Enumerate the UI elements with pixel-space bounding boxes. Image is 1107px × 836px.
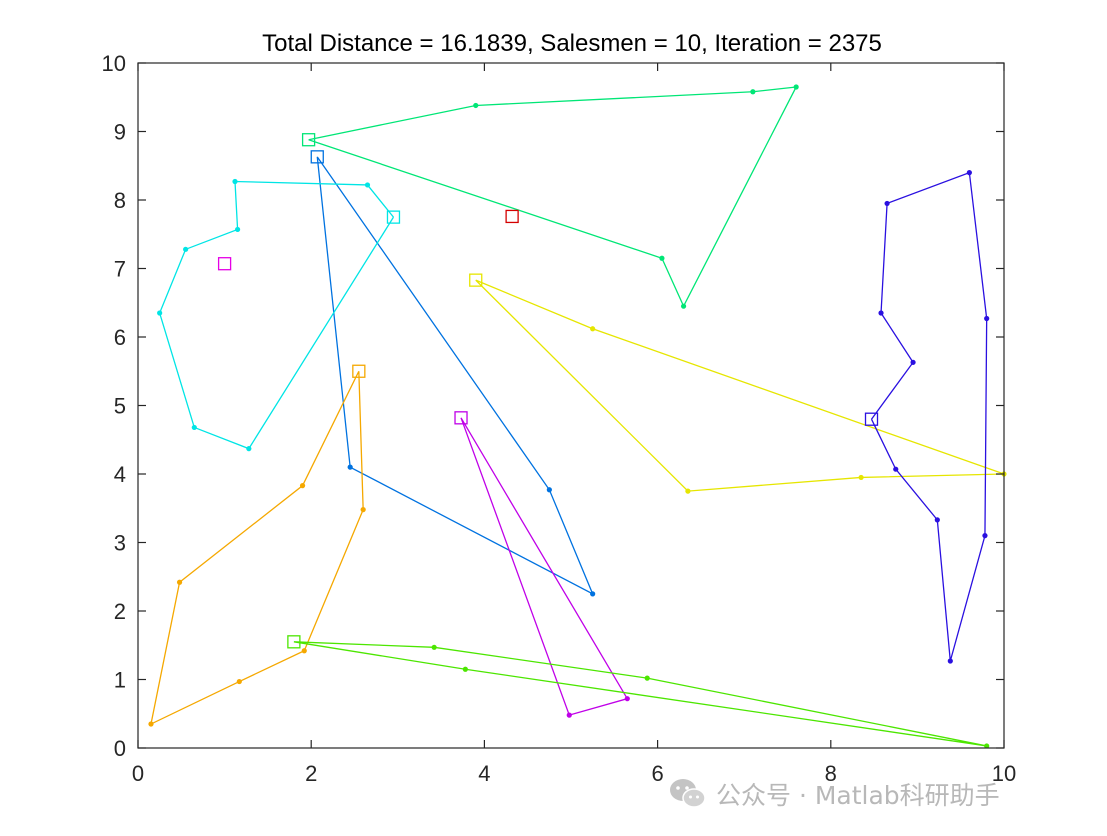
route-3 <box>157 178 401 452</box>
y-tick-label: 9 <box>114 120 126 145</box>
depot-marker <box>352 364 366 378</box>
city-point <box>462 666 468 672</box>
route-10 <box>287 635 990 749</box>
x-tick-label: 10 <box>992 761 1016 786</box>
city-point <box>934 517 940 523</box>
city-point <box>191 424 197 431</box>
city-point <box>234 226 241 233</box>
city-point <box>473 102 479 109</box>
y-tick-label: 4 <box>114 462 126 487</box>
city-point <box>624 696 630 702</box>
wechat-icon <box>670 779 706 808</box>
city-point <box>750 89 756 95</box>
city-point <box>984 743 990 749</box>
y-tick-label: 0 <box>114 736 126 761</box>
depot-marker <box>310 150 324 164</box>
chart-title: Total Distance = 16.1839, Salesmen = 10,… <box>262 30 882 57</box>
city-point <box>299 483 306 489</box>
depot-marker <box>469 273 483 287</box>
city-point <box>884 200 890 207</box>
depot-marker <box>454 411 468 425</box>
watermark: 公众号 · Matlab科研助手 <box>668 772 1000 816</box>
route-path <box>308 86 798 308</box>
city-point <box>793 84 799 90</box>
x-tick-label: 6 <box>651 761 663 786</box>
city-point <box>858 474 864 481</box>
x-tick-label: 8 <box>825 761 837 786</box>
route-path <box>150 370 364 726</box>
y-tick-label: 10 <box>102 51 126 76</box>
city-point <box>183 246 189 252</box>
x-tick-label: 4 <box>478 761 490 786</box>
y-tick-label: 7 <box>114 257 126 282</box>
city-point <box>566 712 572 718</box>
city-point <box>246 446 252 452</box>
city-point <box>910 359 916 365</box>
city-point <box>984 315 990 322</box>
city-point <box>301 648 307 654</box>
city-point <box>232 178 238 185</box>
routes <box>148 84 1007 749</box>
route-path <box>475 279 1005 492</box>
y-tick-label: 3 <box>114 531 126 556</box>
city-point <box>364 182 371 188</box>
route-8 <box>454 411 630 718</box>
city-point <box>644 675 650 681</box>
city-point <box>148 721 154 727</box>
y-tick-label: 1 <box>114 668 126 693</box>
city-point <box>982 533 988 539</box>
city-point <box>680 303 687 309</box>
city-point <box>431 644 437 650</box>
route-5 <box>217 257 232 271</box>
route-path <box>870 171 988 662</box>
depot-marker <box>386 210 401 224</box>
route-9 <box>864 170 990 664</box>
city-point <box>236 678 242 685</box>
city-point <box>893 466 899 472</box>
x-tick-label: 2 <box>305 761 317 786</box>
y-tick-label: 8 <box>114 188 126 213</box>
city-point <box>360 507 366 513</box>
plot-frame <box>137 62 1005 749</box>
city-point <box>947 658 953 664</box>
route-path <box>293 641 987 747</box>
route-7 <box>148 364 366 727</box>
city-point <box>176 579 183 585</box>
route-path <box>158 180 395 450</box>
city-point <box>659 255 665 261</box>
y-tick-label: 5 <box>114 394 126 419</box>
depot-marker <box>287 635 301 649</box>
city-point <box>878 310 884 316</box>
depot-marker <box>217 257 232 271</box>
route-6 <box>469 273 1007 494</box>
depot-marker <box>864 412 879 426</box>
y-tick-label: 6 <box>114 325 126 350</box>
city-point <box>966 170 972 176</box>
y-tick-label: 2 <box>114 599 126 624</box>
depot-marker <box>505 209 519 224</box>
city-point <box>590 326 596 332</box>
watermark-text: 公众号 · Matlab科研助手 <box>716 781 1000 810</box>
route-1 <box>301 84 799 309</box>
city-point <box>347 464 353 470</box>
depot-marker <box>301 133 316 147</box>
city-point <box>157 310 163 316</box>
route-4 <box>505 209 519 224</box>
route-2 <box>310 150 596 597</box>
city-point <box>546 487 552 493</box>
x-tick-label: 0 <box>132 761 144 786</box>
city-point <box>590 591 596 597</box>
route-path <box>460 417 629 716</box>
axes: 0 2 4 6 8 10 0 1 2 3 4 5 6 7 8 9 10 <box>102 51 1017 786</box>
city-point <box>685 488 691 494</box>
